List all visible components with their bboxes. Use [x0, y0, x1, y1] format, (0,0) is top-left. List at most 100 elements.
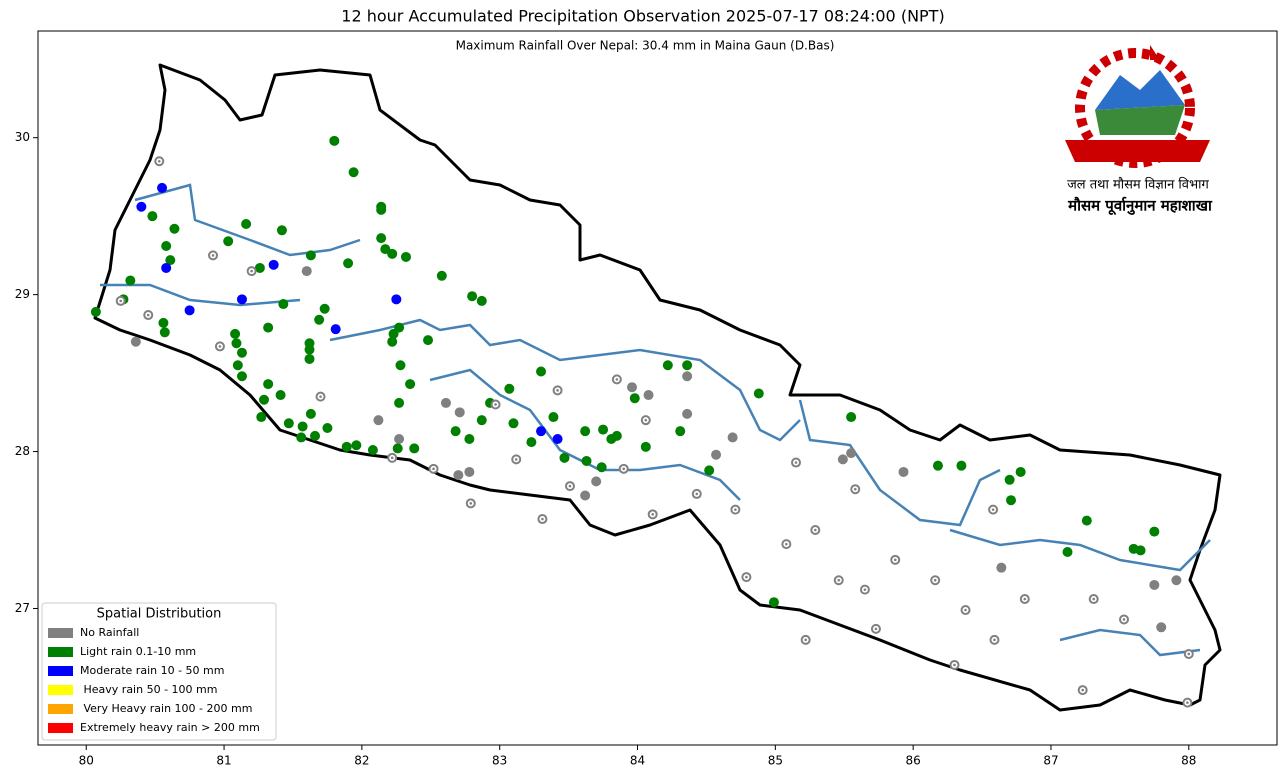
- station: [1062, 546, 1073, 557]
- station: [476, 295, 487, 306]
- station: [159, 327, 170, 338]
- station: [256, 412, 267, 423]
- station: [1015, 466, 1026, 477]
- station: [297, 421, 308, 432]
- station-dot: [119, 299, 122, 303]
- station-dot: [651, 513, 654, 516]
- legend-swatch: [48, 704, 73, 714]
- station: [376, 233, 387, 244]
- legend-label: Very Heavy rain 100 - 200 mm: [80, 702, 252, 715]
- y-tick-label: 30: [15, 130, 30, 144]
- y-tick-label: 29: [15, 287, 30, 301]
- station-dot: [863, 588, 867, 591]
- station: [400, 251, 411, 262]
- station: [387, 248, 398, 259]
- station: [263, 379, 274, 390]
- station-dot: [514, 458, 518, 461]
- station: [343, 258, 354, 269]
- x-tick-label: 81: [216, 754, 231, 768]
- station-dot: [157, 159, 161, 163]
- station: [387, 336, 398, 347]
- station-dot: [218, 345, 222, 348]
- station: [305, 408, 316, 419]
- station-dot: [211, 254, 215, 257]
- station: [259, 394, 270, 405]
- chart-subtitle: Maximum Rainfall Over Nepal: 30.4 mm in …: [456, 39, 835, 53]
- x-tick-label: 82: [354, 754, 369, 768]
- station: [165, 255, 176, 266]
- station: [476, 415, 487, 426]
- station: [329, 135, 340, 146]
- station: [1081, 515, 1092, 526]
- station: [675, 426, 686, 437]
- emblem-text: मौसम पूर्वानुमान महाशाखा: [1067, 197, 1213, 216]
- station: [231, 338, 242, 349]
- station-dot: [993, 638, 996, 642]
- station: [305, 250, 316, 261]
- station: [283, 418, 294, 429]
- station: [440, 397, 451, 408]
- station: [161, 262, 172, 273]
- station: [278, 299, 289, 310]
- legend-swatch: [48, 647, 73, 657]
- station-dot: [556, 389, 559, 392]
- legend-swatch: [48, 723, 73, 733]
- station-dot: [432, 467, 435, 471]
- station: [319, 303, 330, 314]
- legend-swatch: [48, 685, 73, 695]
- station: [1004, 474, 1015, 485]
- station: [236, 294, 247, 305]
- station-dot: [853, 487, 857, 491]
- station: [296, 432, 307, 443]
- station: [580, 426, 591, 437]
- station: [711, 449, 722, 460]
- station: [184, 305, 195, 316]
- station-dot: [734, 508, 737, 511]
- station: [241, 219, 252, 230]
- y-tick-label: 27: [15, 601, 30, 615]
- station: [304, 338, 315, 349]
- station-dot: [837, 578, 841, 582]
- station-dot: [1187, 652, 1191, 656]
- station: [147, 211, 158, 222]
- station: [606, 434, 617, 444]
- station: [322, 423, 333, 434]
- station: [846, 412, 857, 423]
- station: [640, 441, 651, 452]
- station: [682, 371, 693, 382]
- station-dot: [745, 575, 748, 579]
- station: [464, 434, 475, 444]
- station-dot: [319, 395, 322, 398]
- station: [330, 324, 341, 335]
- station-dot: [964, 608, 967, 612]
- station: [536, 426, 547, 437]
- plot-frame: [37, 30, 1278, 746]
- station: [629, 393, 640, 404]
- station: [394, 322, 405, 333]
- station-dot: [1081, 688, 1084, 692]
- legend-swatch: [48, 666, 73, 676]
- station-dot: [622, 467, 626, 471]
- station: [275, 390, 286, 401]
- station: [450, 426, 461, 437]
- station: [136, 201, 147, 212]
- station: [464, 466, 475, 477]
- legend-title: Spatial Distribution: [97, 607, 222, 622]
- station: [768, 597, 779, 608]
- station-dot: [146, 313, 150, 317]
- station-dot: [695, 492, 699, 496]
- station: [157, 182, 168, 193]
- station: [373, 415, 384, 426]
- x-tick-label: 85: [768, 754, 783, 768]
- station: [508, 418, 519, 429]
- station: [232, 360, 243, 371]
- station: [1156, 622, 1167, 633]
- station-dot: [991, 508, 995, 511]
- station: [392, 443, 403, 454]
- station: [526, 437, 537, 448]
- station: [559, 452, 570, 463]
- province-borders: [100, 183, 1211, 657]
- station: [1149, 526, 1160, 537]
- station: [956, 460, 967, 471]
